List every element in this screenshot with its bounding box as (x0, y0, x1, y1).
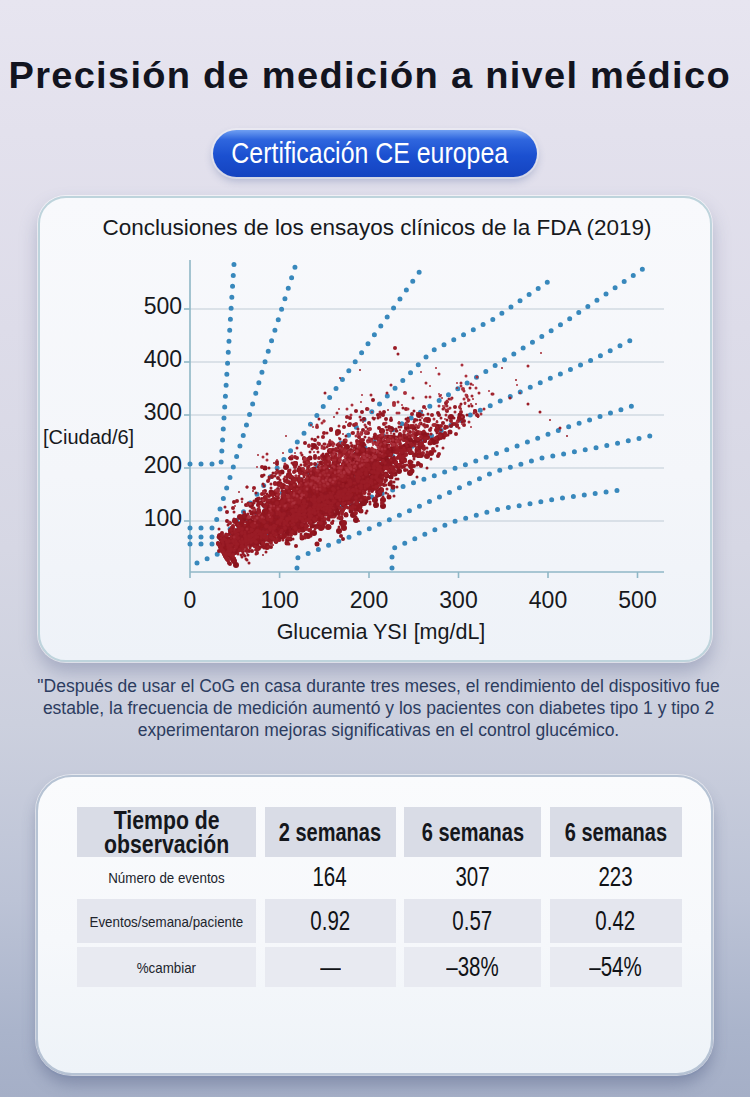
svg-text:400: 400 (529, 587, 567, 613)
svg-text:500: 500 (618, 587, 656, 613)
svg-text:100: 100 (260, 587, 298, 613)
svg-text:Glucemia YSI [mg/dL]: Glucemia YSI [mg/dL] (277, 620, 486, 644)
svg-text:100: 100 (144, 505, 182, 531)
svg-text:500: 500 (144, 293, 182, 319)
svg-text:[Ciudad/6]: [Ciudad/6] (43, 426, 134, 448)
svg-text:400: 400 (144, 346, 182, 372)
svg-text:Conclusiones de los ensayos cl: Conclusiones de los ensayos clínicos de … (102, 215, 651, 240)
svg-text:300: 300 (144, 399, 182, 425)
svg-text:200: 200 (350, 587, 388, 613)
svg-text:300: 300 (439, 587, 477, 613)
svg-text:200: 200 (144, 452, 182, 478)
svg-text:0: 0 (184, 587, 197, 613)
